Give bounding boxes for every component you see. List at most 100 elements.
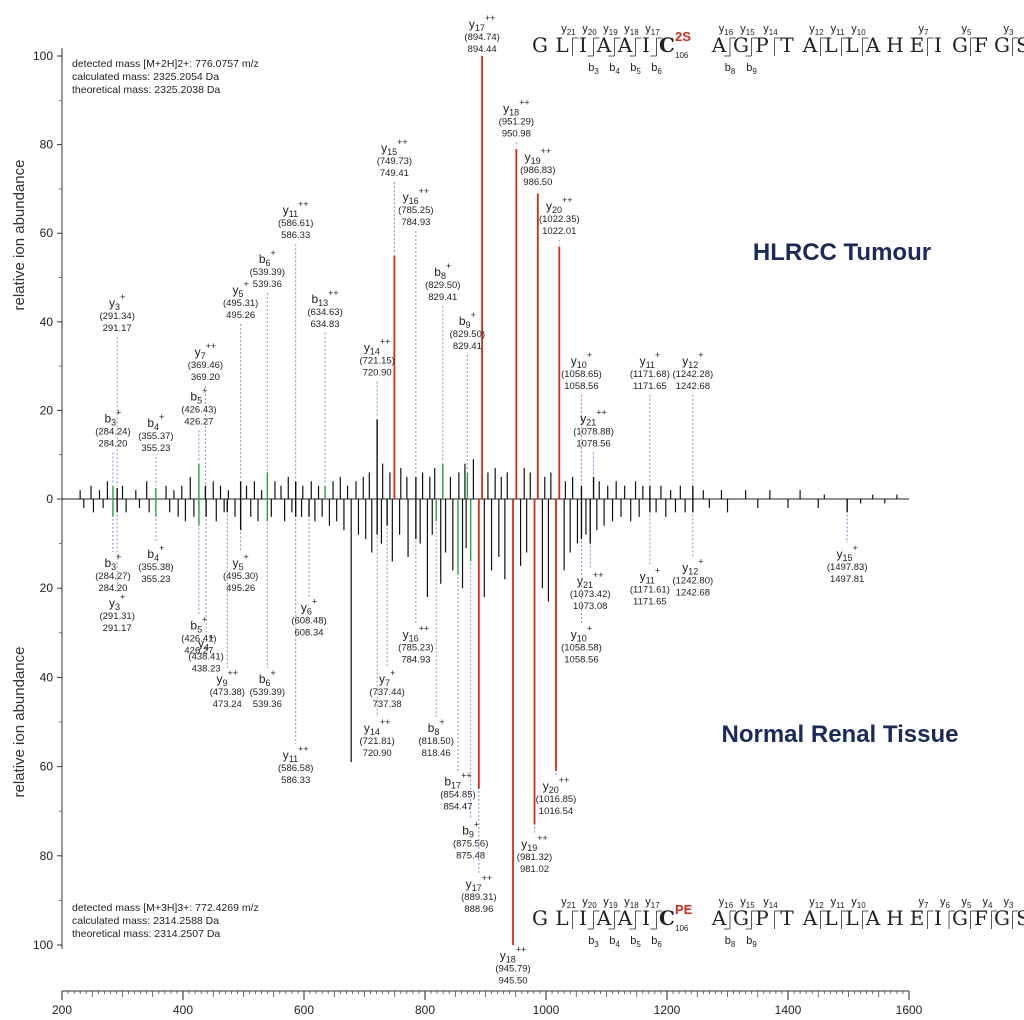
- y-fragment-label: y5: [962, 896, 973, 910]
- ion-theo-top-y11: (1171.68): [630, 369, 670, 380]
- ion-theo-top-y18: (951.29): [499, 116, 534, 127]
- ion-obs-bottom-y20: 1016.54: [539, 806, 573, 817]
- ion-label-bottom-y14: y14++: [364, 717, 391, 737]
- ion-obs-top-b6: 539.36: [253, 279, 282, 290]
- sequence-residue: A: [802, 33, 818, 57]
- ion-label-top-y11: y11+: [640, 350, 661, 370]
- ion-label-bottom-y11: y11+: [640, 565, 661, 585]
- y-fragment-label: y7: [919, 896, 930, 910]
- x-tick-label: 600: [294, 1003, 314, 1017]
- ion-theo-top-b9: (829.50): [450, 329, 485, 340]
- y-fragment-label: y15: [740, 23, 755, 37]
- ion-obs-top-y14: 720.90: [363, 368, 392, 379]
- ion-theo-top-b5: (426.43): [181, 404, 216, 415]
- ion-obs-bottom-y3: 291.17: [103, 623, 132, 634]
- x-tick-label: 800: [415, 1003, 435, 1017]
- ion-label-top-b6: b6+: [259, 248, 276, 268]
- sequence-modification: PE: [675, 902, 693, 917]
- ion-theo-top-y11: (586.61): [278, 218, 313, 229]
- ion-label-bottom-y19: y19++: [521, 833, 548, 853]
- y-tick-label-bottom: 80: [40, 849, 54, 863]
- ion-label-top-y19: y19++: [525, 146, 552, 166]
- ion-label-top-b9: b9+: [459, 310, 476, 330]
- sequence-residue: G: [994, 33, 1010, 57]
- bottom-mass-detected: detected mass [M+3H]3+: 772.4269 m/z: [72, 902, 259, 914]
- ion-obs-top-y12: 1242.68: [676, 381, 710, 392]
- sequence-mod-position: 106: [675, 51, 689, 60]
- y-fragment-label: y18: [624, 896, 639, 910]
- sequence-residue: F: [974, 33, 988, 57]
- ion-label-bottom-y4: y4+: [198, 632, 214, 652]
- ion-theo-bottom-y9: (473.38): [210, 687, 245, 698]
- sequence-residue: L: [824, 33, 837, 57]
- sequence-residue: S: [1016, 33, 1024, 57]
- sequence-residue: A: [617, 33, 633, 57]
- ion-label-bottom-b4: b4+: [147, 543, 164, 563]
- ion-theo-top-y3: (291.34): [99, 311, 134, 322]
- ion-label-top-b3: b3+: [104, 407, 121, 427]
- top-title: HLRCC Tumour: [753, 239, 931, 266]
- ion-label-bottom-y15: y15+: [837, 543, 858, 563]
- b-fragment-label: b3: [588, 62, 599, 76]
- sequence-residue: I: [579, 33, 587, 57]
- ion-obs-top-y10: 1058.56: [564, 381, 598, 392]
- ion-label-bottom-y7: y7+: [379, 668, 395, 688]
- y-fragment-label: y6: [940, 896, 951, 910]
- ion-label-top-y15: y15++: [381, 137, 408, 157]
- b-fragment-label: b4: [609, 935, 620, 949]
- y-tick-label-bottom: 100: [33, 938, 53, 952]
- sequence-residue: C: [659, 906, 675, 930]
- sequence-residue: A: [596, 33, 612, 57]
- sequence-residue: H: [886, 906, 903, 930]
- ion-label-top-b8: b8+: [434, 261, 451, 281]
- ion-label-bottom-b5: b5+: [190, 614, 207, 634]
- sequence-residue: A: [711, 906, 727, 930]
- ion-theo-top-y19: (986.83): [520, 165, 555, 176]
- ion-obs-bottom-y10: 1058.56: [564, 654, 598, 665]
- ion-obs-bottom-y7: 737.38: [373, 699, 402, 710]
- ion-obs-top-y16: 784.93: [401, 217, 430, 228]
- noise-peaks: [79, 459, 898, 763]
- y-fragment-label: y12: [809, 896, 824, 910]
- ion-peaks: [112, 56, 848, 945]
- sequence-residue: P: [755, 906, 768, 930]
- ion-label-bottom-y6: y6+: [301, 597, 317, 617]
- ion-obs-bottom-b9: 875.48: [456, 851, 485, 862]
- y-fragment-label: y16: [719, 896, 734, 910]
- ion-theo-bottom-y20: (1016.85): [536, 794, 577, 805]
- ion-theo-top-y20: (1022.35): [539, 214, 580, 225]
- ion-theo-bottom-y7: (737.44): [369, 687, 404, 698]
- ion-theo-top-y17: (894.74): [464, 32, 499, 43]
- top-mass-calculated: calculated mass: 2325.2054 Da: [72, 71, 219, 83]
- sequence-residue: H: [886, 33, 903, 57]
- ion-theo-bottom-y21: (1073.42): [570, 589, 611, 600]
- ion-obs-top-b3: 284.20: [98, 438, 127, 449]
- bottom-title: Normal Renal Tissue: [722, 721, 959, 748]
- b-fragment-label: b6: [651, 62, 662, 76]
- ion-obs-bottom-y12: 1242.68: [676, 587, 710, 598]
- sequence-residue: L: [555, 906, 568, 930]
- ion-theo-bottom-b3: (284.27): [95, 571, 130, 582]
- ion-obs-top-b9: 829.41: [453, 341, 482, 352]
- ion-obs-bottom-b8: 818.46: [422, 748, 451, 759]
- ion-theo-bottom-b5: (426.41): [181, 633, 216, 644]
- ion-label-top-y11: y11++: [283, 199, 309, 219]
- ion-label-bottom-y10: y10+: [571, 623, 592, 643]
- sequence-residue: T: [780, 33, 794, 57]
- sequence-bottom: GLIAAICAGPTALLAHEIGFGSKPE106y21y20y19y18…: [532, 896, 1024, 949]
- ion-theo-bottom-b6: (539.39): [250, 687, 285, 698]
- ion-theo-top-b13: (634.63): [307, 307, 342, 318]
- top-ylabel: relative ion abundance: [11, 160, 28, 311]
- y-fragment-label: y17: [645, 896, 660, 910]
- y-fragment-label: y21: [561, 896, 576, 910]
- ion-obs-top-b4: 355.23: [141, 443, 170, 454]
- ion-label-top-b4: b4+: [147, 412, 164, 432]
- ion-obs-bottom-y5: 495.26: [226, 583, 255, 594]
- y-tick-label-top: 40: [40, 315, 54, 329]
- ion-obs-bottom-b6: 539.36: [253, 699, 282, 710]
- y-fragment-label: y19: [603, 896, 618, 910]
- ion-theo-top-y15: (749.73): [377, 156, 412, 167]
- ion-label-bottom-y5: y5+: [233, 552, 249, 572]
- y-tick-label-bottom: 20: [40, 581, 54, 595]
- y-tick-label-top: 80: [40, 138, 54, 152]
